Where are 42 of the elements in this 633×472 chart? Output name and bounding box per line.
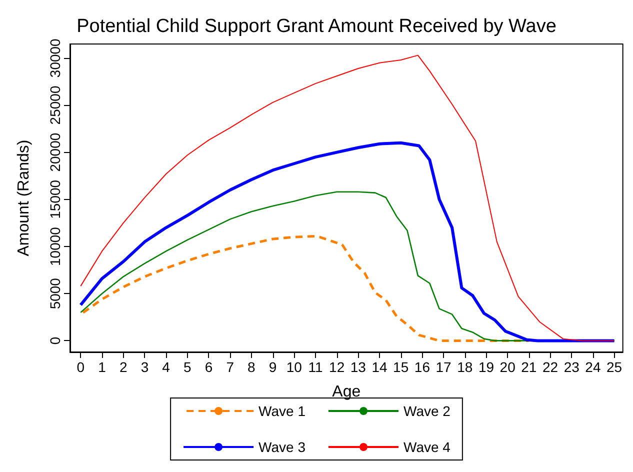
x-tick-label: 25 bbox=[606, 359, 622, 375]
x-tick-label: 9 bbox=[268, 359, 277, 375]
x-tick-label: 11 bbox=[308, 359, 323, 375]
x-tick-label: 19 bbox=[478, 359, 494, 375]
x-tick-label: 23 bbox=[564, 359, 580, 375]
x-tick-label: 24 bbox=[585, 359, 601, 375]
x-tick-label: 5 bbox=[184, 359, 192, 375]
x-tick-label: 2 bbox=[119, 359, 128, 375]
x-tick-label: 21 bbox=[521, 359, 537, 375]
line-series bbox=[80, 54, 615, 342]
x-tick-label: 10 bbox=[286, 359, 302, 375]
y-tick-label: 5000 bbox=[47, 278, 63, 310]
y-tick-label: 10000 bbox=[47, 226, 63, 266]
legend-label: Wave 3 bbox=[258, 439, 306, 455]
x-tick-label: 15 bbox=[393, 359, 409, 375]
y-tick-label: 20000 bbox=[47, 132, 63, 172]
x-tick-label: 14 bbox=[372, 359, 388, 375]
y-tick-label: 0 bbox=[47, 336, 63, 345]
chart-title: Potential Child Support Grant Amount Received by Wave bbox=[76, 16, 556, 37]
x-tick-label: 0 bbox=[76, 359, 85, 375]
legend-label: Wave 4 bbox=[404, 439, 451, 455]
x-tick-label: 3 bbox=[140, 359, 149, 375]
x-tick-label: 6 bbox=[204, 359, 213, 375]
legend-label: Wave 2 bbox=[404, 403, 451, 419]
x-tick-label: 1 bbox=[98, 359, 106, 375]
line-series bbox=[79, 141, 616, 342]
x-tick-label: 16 bbox=[414, 359, 430, 375]
legend-label: Wave 1 bbox=[258, 403, 306, 419]
x-tick-label: 20 bbox=[500, 359, 516, 375]
x-tick-label: 17 bbox=[436, 359, 452, 375]
x-tick-label: 22 bbox=[542, 359, 558, 375]
y-tick-label: 30000 bbox=[47, 38, 63, 78]
x-tick-label: 13 bbox=[350, 359, 366, 375]
y-tick-label: 25000 bbox=[47, 86, 63, 125]
x-tick-label: 18 bbox=[457, 359, 473, 375]
x-tick-label: 12 bbox=[329, 359, 345, 375]
x-tick-label: 7 bbox=[226, 359, 234, 375]
x-tick-label: 4 bbox=[162, 359, 170, 375]
y-axis-title: Amount (Rands) bbox=[16, 140, 32, 256]
x-tick-label: 8 bbox=[248, 359, 256, 375]
x-axis-title: Age bbox=[332, 384, 361, 400]
y-tick-label: 15000 bbox=[47, 180, 63, 219]
